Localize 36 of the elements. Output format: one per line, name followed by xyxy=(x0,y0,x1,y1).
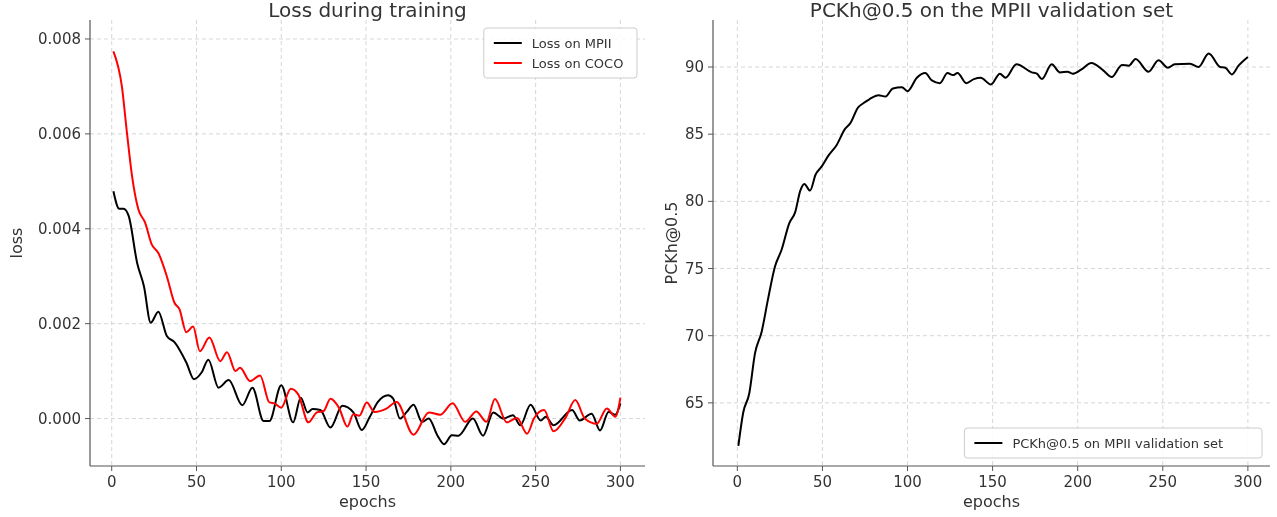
y-axis-title: PCKh@0.5 xyxy=(662,201,681,285)
x-tick-label: 100 xyxy=(893,473,922,491)
x-tick-label: 200 xyxy=(436,473,466,491)
x-tick-label: 100 xyxy=(266,473,296,491)
x-tick-label: 50 xyxy=(186,473,207,491)
legend-label: Loss on COCO xyxy=(531,56,624,71)
y-tick-label: 70 xyxy=(684,326,704,345)
x-tick-label: 0 xyxy=(732,473,743,491)
line-series xyxy=(112,50,622,436)
x-tick-label: 50 xyxy=(812,473,832,491)
y-tick-label: 0.002 xyxy=(38,314,81,333)
y-axis-title: loss xyxy=(7,227,26,259)
x-tick-label: 300 xyxy=(606,473,635,491)
x-axis-title: epochs xyxy=(962,492,1021,511)
x-axis-title: epochs xyxy=(338,492,397,511)
legend-label: Loss on MPII xyxy=(531,36,612,51)
y-tick-label: 75 xyxy=(684,259,704,278)
y-tick-label: 90 xyxy=(684,58,704,77)
x-tick-label: 0 xyxy=(106,473,117,491)
x-tick-label: 150 xyxy=(351,473,381,491)
x-tick-label: 250 xyxy=(1148,473,1178,491)
legend-label: PCKh@0.5 on MPII validation set xyxy=(1012,436,1224,451)
chart-title: PCKh@0.5 on the MPII validation set xyxy=(809,0,1174,22)
chart-title: Loss during training xyxy=(268,0,467,22)
x-tick-label: 250 xyxy=(521,473,550,491)
y-tick-label: 0.000 xyxy=(38,409,81,428)
y-tick-label: 0.008 xyxy=(38,29,81,48)
x-tick-label: 150 xyxy=(978,473,1007,491)
y-tick-label: 65 xyxy=(684,393,704,412)
line-series xyxy=(112,190,622,446)
y-tick-label: 0.006 xyxy=(38,124,81,143)
y-tick-label: 80 xyxy=(684,192,704,211)
y-tick-label: 0.004 xyxy=(38,219,81,238)
y-tick-label: 85 xyxy=(684,125,704,144)
x-tick-label: 200 xyxy=(1063,473,1093,491)
x-tick-label: 300 xyxy=(1233,473,1263,491)
